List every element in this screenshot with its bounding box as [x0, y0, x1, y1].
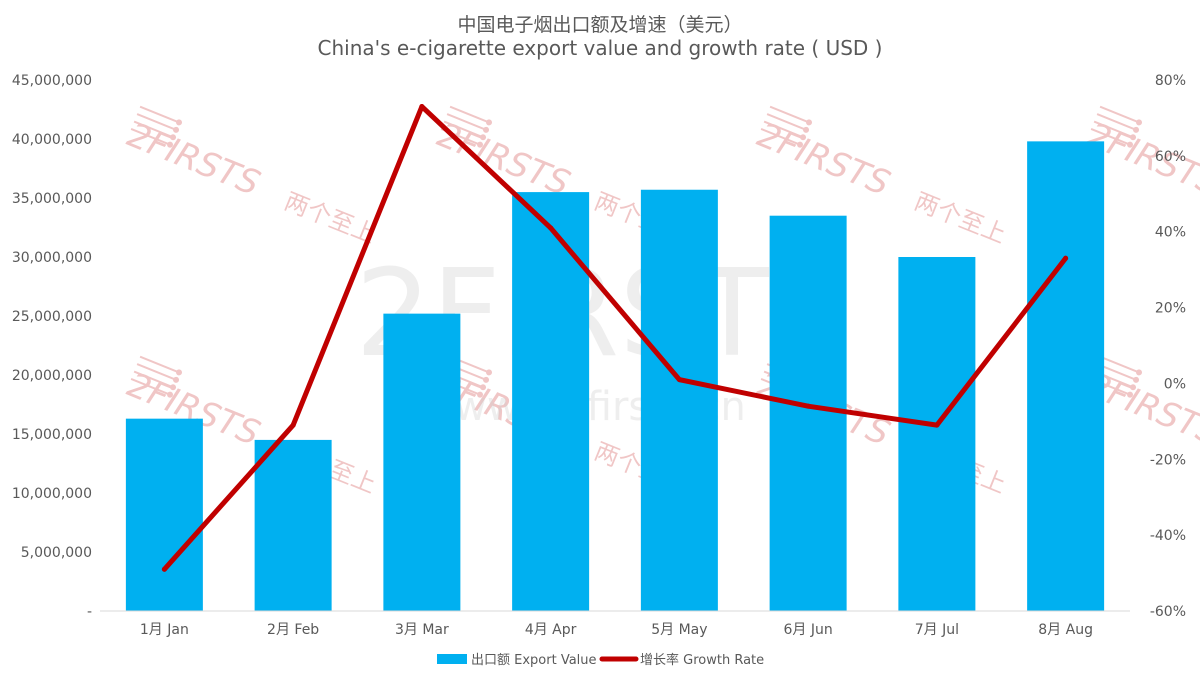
x-tick-label: 7月 Jul: [915, 622, 959, 638]
x-tick-label: 3月 Mar: [395, 622, 449, 638]
y-left-tick-label: 30,000,000: [12, 250, 92, 266]
bar-2: [254, 439, 332, 611]
bar-8: [1027, 141, 1105, 612]
x-tick-label: 5月 May: [651, 622, 707, 638]
y-left-tick-label: 40,000,000: [12, 132, 92, 148]
legend-label-growth-rate: 增长率 Growth Rate: [640, 652, 764, 668]
watermark-brand: 2FIRSTS: [432, 115, 576, 204]
growth-rate-point-6: [805, 403, 811, 409]
watermark-brand-cn: 两个至上: [910, 187, 1009, 249]
legend: 出口额 Export Value 增长率 Growth Rate: [437, 652, 764, 668]
y-left-tick-label: 5,000,000: [21, 545, 92, 561]
growth-rate-point-7: [934, 422, 940, 428]
watermark-brand: 2FIRSTS: [752, 115, 896, 204]
y-right-tick-label: 80%: [1155, 73, 1186, 89]
growth-rate-point-4: [548, 225, 554, 231]
growth-rate-point-1: [161, 566, 167, 572]
legend-swatch-export-value: [437, 654, 467, 664]
line-series: [161, 104, 1069, 572]
growth-rate-point-8: [1063, 255, 1069, 261]
growth-rate-line: [161, 104, 1069, 572]
bar-7: [898, 257, 976, 611]
y-left-tick-label: 45,000,000: [12, 73, 92, 89]
y-right-tick-label: -20%: [1150, 452, 1186, 468]
y-right-tick-label: -60%: [1150, 604, 1186, 620]
y-left-tick-label: 35,000,000: [12, 191, 92, 207]
watermark-brand: 2FIRSTS: [122, 115, 266, 204]
y-right-tick-label: -40%: [1150, 528, 1186, 544]
x-tick-label: 2月 Feb: [267, 622, 319, 638]
y-left-tick-label: 10,000,000: [12, 486, 92, 502]
watermark-brand-cn: 两个至上: [280, 187, 379, 249]
bar-5: [640, 189, 718, 612]
bar-series: [125, 141, 1105, 612]
y-left-tick-label: 20,000,000: [12, 368, 92, 384]
y-right-tick-label: 40%: [1155, 225, 1186, 241]
bar-6: [769, 215, 847, 611]
y-right-tick-label: 20%: [1155, 301, 1186, 317]
x-tick-label: 6月 Jun: [784, 622, 833, 638]
x-tick-label: 1月 Jan: [140, 622, 189, 638]
chart-subtitle: China's e-cigarette export value and gro…: [317, 36, 883, 60]
y-left-tick-label: -: [87, 604, 92, 620]
bar-3: [383, 313, 461, 611]
x-tick-label: 8月 Aug: [1038, 622, 1093, 638]
legend-label-export-value: 出口额 Export Value: [471, 653, 597, 668]
y-left-tick-label: 15,000,000: [12, 427, 92, 443]
y-right-tick-label: 0%: [1164, 376, 1186, 392]
x-tick-label: 4月 Apr: [525, 622, 577, 638]
growth-rate-point-3: [419, 104, 425, 110]
bar-1: [125, 418, 203, 611]
growth-rate-point-5: [676, 377, 682, 383]
y-right-tick-label: 60%: [1155, 149, 1186, 165]
axes: - 5,000,000 10,000,000 15,000,000 20,000,000…: [12, 73, 1186, 638]
chart-title: 中国电子烟出口额及增速（美元）: [457, 14, 743, 36]
growth-rate-point-2: [290, 422, 296, 428]
y-left-tick-label: 25,000,000: [12, 309, 92, 325]
bar-4: [512, 192, 590, 611]
